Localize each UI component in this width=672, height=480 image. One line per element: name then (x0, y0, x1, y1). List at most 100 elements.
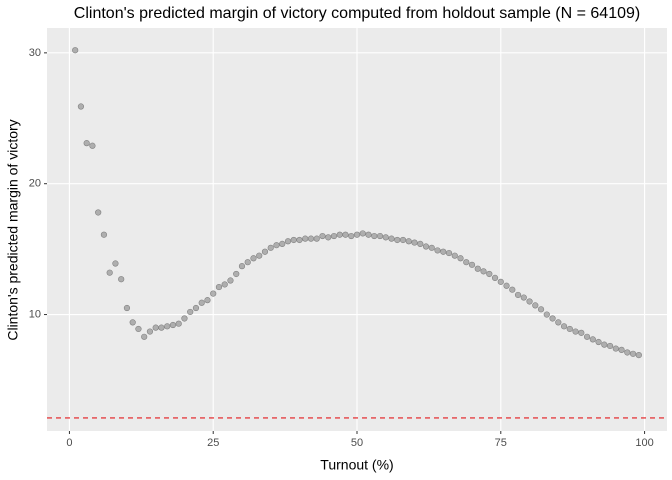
point (445, 249, 453, 257)
x-tick-label: 50 (351, 437, 363, 449)
point (376, 232, 384, 240)
point (192, 304, 200, 312)
point (204, 297, 211, 304)
x-tick-label: 100 (635, 437, 653, 449)
point (394, 236, 401, 244)
point (595, 338, 602, 346)
y-axis-label: Clinton's predicted margin of victory (5, 119, 21, 340)
point (181, 315, 188, 322)
point (417, 240, 424, 247)
point (77, 103, 85, 110)
point (118, 276, 125, 283)
point (468, 261, 476, 268)
point (520, 294, 527, 301)
x-tick-label: 75 (495, 437, 507, 449)
point (129, 319, 136, 326)
point (543, 311, 550, 318)
point (210, 290, 217, 297)
point (158, 324, 165, 331)
point (629, 350, 637, 357)
point (256, 252, 263, 259)
point (405, 238, 412, 245)
x-axis-label: Turnout (%) (320, 457, 393, 473)
chart-title: Clinton's predicted margin of victory co… (74, 5, 640, 22)
point (537, 306, 545, 313)
point (434, 247, 441, 254)
point (382, 234, 389, 241)
point (164, 323, 171, 330)
point (612, 345, 619, 352)
point (198, 299, 205, 306)
point (106, 269, 113, 276)
point (606, 342, 614, 350)
point (503, 282, 510, 289)
point (497, 278, 504, 285)
point (526, 298, 533, 305)
point (463, 259, 470, 266)
point (480, 268, 487, 275)
point (601, 341, 608, 348)
point (589, 336, 596, 343)
point (509, 286, 516, 293)
point (422, 243, 430, 250)
point (244, 259, 251, 266)
point (83, 140, 90, 147)
point (227, 277, 234, 284)
point (330, 232, 338, 240)
point (440, 248, 447, 255)
point (532, 302, 539, 309)
point (560, 323, 568, 330)
point (261, 248, 269, 255)
point (474, 265, 481, 272)
point (457, 255, 464, 262)
point (428, 244, 435, 251)
point (549, 315, 556, 322)
point (215, 283, 223, 291)
point (491, 274, 499, 282)
point (319, 232, 326, 240)
x-tick-label: 0 (66, 437, 72, 449)
point (566, 325, 573, 333)
point (486, 270, 493, 278)
point (583, 333, 591, 340)
point (388, 235, 395, 242)
point (313, 235, 320, 242)
point (233, 270, 240, 278)
point (72, 47, 79, 54)
point (348, 232, 355, 240)
point (112, 260, 119, 267)
point (359, 230, 366, 237)
point (624, 349, 631, 356)
point (302, 235, 309, 242)
point (221, 281, 228, 288)
point (146, 328, 154, 335)
y-tick-label: 10 (29, 308, 41, 320)
point (284, 238, 292, 245)
point (250, 255, 257, 262)
point (618, 346, 625, 353)
point (371, 232, 378, 240)
point (336, 231, 343, 238)
point (325, 234, 332, 241)
y-tick-label: 30 (29, 47, 41, 59)
point (411, 239, 418, 246)
point (95, 209, 102, 216)
point (238, 263, 246, 270)
point (399, 236, 407, 244)
point (635, 352, 642, 359)
point (152, 324, 159, 331)
point (279, 240, 286, 247)
point (100, 231, 108, 238)
y-tick-label: 20 (29, 178, 41, 190)
point (307, 235, 315, 242)
point (89, 142, 96, 149)
point (555, 319, 562, 326)
point (365, 231, 372, 238)
point (175, 320, 182, 327)
point (296, 236, 303, 244)
point (451, 252, 458, 259)
point (169, 321, 177, 329)
point (267, 244, 274, 251)
